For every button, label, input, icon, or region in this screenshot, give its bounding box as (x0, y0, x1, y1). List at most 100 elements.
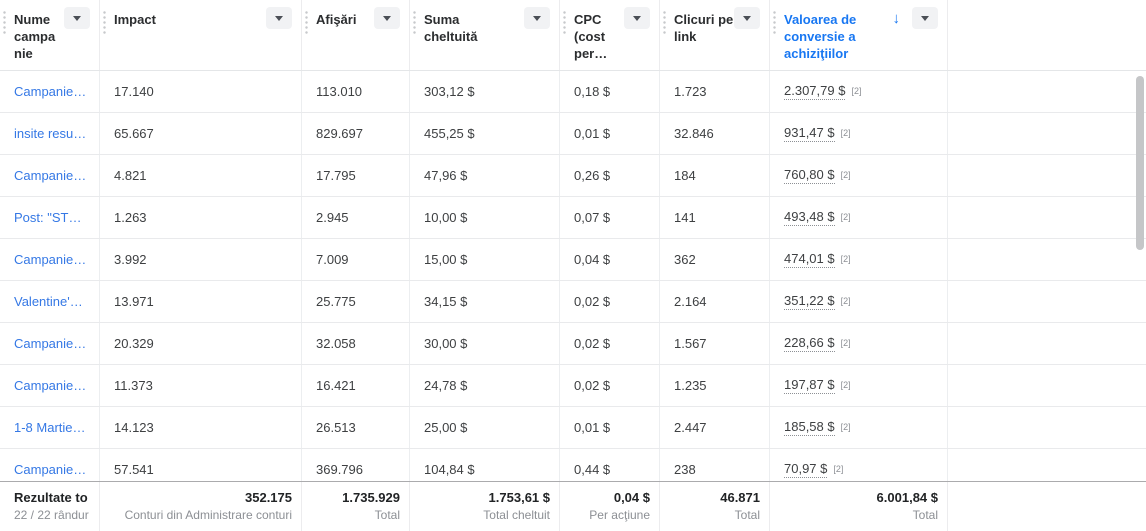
cell-valoare: 2.307,79 $ [2] (770, 71, 948, 112)
cell-suma: 104,84 $ (410, 449, 560, 481)
conversion-value[interactable]: 2.307,79 $ (784, 83, 846, 100)
column-drag-handle-icon[interactable] (773, 10, 776, 34)
conversion-value[interactable]: 228,66 $ (784, 335, 835, 352)
cell-nume: Campanie… (0, 323, 100, 364)
column-header-impact[interactable]: Impact (100, 0, 302, 70)
vertical-scrollbar-thumb[interactable] (1136, 76, 1144, 250)
cell-cpc: 0,02 $ (560, 323, 660, 364)
cell-cpc: 0,07 $ (560, 197, 660, 238)
totals-cell-impact: 352.175 Conturi din Administrare conturi (100, 482, 302, 531)
totals-cell-results: Rezultate to 22 / 22 rândur (0, 482, 100, 531)
campaign-name-link[interactable]: Campanie… (14, 336, 87, 351)
column-menu-button[interactable] (524, 7, 550, 29)
cell-valoare: 228,66 $ [2] (770, 323, 948, 364)
cell-valoare: 931,47 $ [2] (770, 113, 948, 154)
conversion-value[interactable]: 351,22 $ (784, 293, 835, 310)
campaign-name-link[interactable]: Campanie… (14, 378, 87, 393)
conversion-value[interactable]: 197,87 $ (784, 377, 835, 394)
cell-impact: 3.992 (100, 239, 302, 280)
column-menu-button[interactable] (734, 7, 760, 29)
column-drag-handle-icon[interactable] (663, 10, 666, 34)
cell-afisari: 2.945 (302, 197, 410, 238)
column-menu-button[interactable] (374, 7, 400, 29)
cell-cpc: 0,26 $ (560, 155, 660, 196)
column-header-nume-campanie[interactable]: Nume campanie (0, 0, 100, 70)
cell-clicuri: 32.846 (660, 113, 770, 154)
conversion-value[interactable]: 493,48 $ (784, 209, 835, 226)
column-menu-button[interactable] (266, 7, 292, 29)
cell-empty (948, 155, 1146, 196)
footnote-marker: [2] (840, 253, 851, 264)
conversion-value[interactable]: 760,80 $ (784, 167, 835, 184)
totals-cell-afisari: 1.735.929 Total (302, 482, 410, 531)
conversion-value[interactable]: 185,58 $ (784, 419, 835, 436)
column-drag-handle-icon[interactable] (3, 10, 6, 34)
cell-afisari: 7.009 (302, 239, 410, 280)
column-drag-handle-icon[interactable] (103, 10, 106, 34)
column-header-label: Afişări (316, 12, 357, 27)
caret-down-icon (275, 15, 283, 21)
total-label: Total cheltuit (483, 508, 550, 522)
footnote-marker: [2] (840, 169, 851, 180)
cell-empty (948, 449, 1146, 481)
cell-nume: 1-8 Martie… (0, 407, 100, 448)
conversion-value[interactable]: 70,97 $ (784, 461, 828, 478)
cell-impact: 11.373 (100, 365, 302, 406)
cell-nume: Campanie… (0, 155, 100, 196)
cell-cpc: 0,01 $ (560, 407, 660, 448)
footnote-marker: [2] (833, 463, 844, 474)
column-header-cpc[interactable]: CPC (cost per… (560, 0, 660, 70)
campaign-name-link[interactable]: 1-8 Martie… (14, 420, 86, 435)
cell-impact: 13.971 (100, 281, 302, 322)
total-value: 0,04 $ (613, 490, 650, 505)
campaign-name-link[interactable]: Campanie… (14, 462, 87, 477)
footnote-marker: [2] (851, 85, 862, 96)
cell-suma: 303,12 $ (410, 71, 560, 112)
cell-cpc: 0,04 $ (560, 239, 660, 280)
column-menu-button[interactable] (912, 7, 938, 29)
caret-down-icon (383, 15, 391, 21)
cell-clicuri: 238 (660, 449, 770, 481)
column-header-valoarea-conversie[interactable]: Valoarea de conversie a achiziţiilor ↓ (770, 0, 948, 70)
column-header-suma-cheltuita[interactable]: Suma cheltuită (410, 0, 560, 70)
cell-nume: insite resu… (0, 113, 100, 154)
cell-valoare: 351,22 $ [2] (770, 281, 948, 322)
cell-cpc: 0,44 $ (560, 449, 660, 481)
cell-suma: 47,96 $ (410, 155, 560, 196)
cell-impact: 14.123 (100, 407, 302, 448)
cell-cpc: 0,02 $ (560, 365, 660, 406)
table-row: insite resu… 65.667 829.697 455,25 $0,01 $3… (0, 113, 1146, 155)
cell-clicuri: 362 (660, 239, 770, 280)
conversion-value[interactable]: 931,47 $ (784, 125, 835, 142)
campaign-name-link[interactable]: Post: "ST… (14, 210, 82, 225)
campaign-name-link[interactable]: Campanie… (14, 84, 87, 99)
totals-cell-empty (948, 482, 1146, 531)
cell-cpc: 0,18 $ (560, 71, 660, 112)
table-header-row: Nume campanie Impact Afişări Suma cheltu… (0, 0, 1146, 71)
table-row: Campanie… 57.541 369.796 104,84 $0,44 $238 7… (0, 449, 1146, 481)
column-drag-handle-icon[interactable] (413, 10, 416, 34)
campaign-name-link[interactable]: Valentine'… (14, 294, 83, 309)
total-value: 46.871 (720, 490, 760, 505)
column-menu-button[interactable] (624, 7, 650, 29)
column-header-afisari[interactable]: Afişări (302, 0, 410, 70)
column-header-clicuri-pe-link[interactable]: Clicuri pe link (660, 0, 770, 70)
footnote-marker: [2] (840, 421, 851, 432)
campaign-name-link[interactable]: Campanie… (14, 252, 87, 267)
column-drag-handle-icon[interactable] (563, 10, 566, 34)
column-header-label: Impact (114, 12, 156, 27)
cell-suma: 24,78 $ (410, 365, 560, 406)
column-drag-handle-icon[interactable] (305, 10, 308, 34)
cell-afisari: 17.795 (302, 155, 410, 196)
cell-impact: 20.329 (100, 323, 302, 364)
table-row: Campanie… 17.140 113.010 303,12 $0,18 $1.72… (0, 71, 1146, 113)
totals-cell-valoare: 6.001,84 $ Total (770, 482, 948, 531)
campaign-name-link[interactable]: insite resu… (14, 126, 87, 141)
campaign-name-link[interactable]: Campanie… (14, 168, 87, 183)
cell-suma: 10,00 $ (410, 197, 560, 238)
conversion-value[interactable]: 474,01 $ (784, 251, 835, 268)
column-menu-button[interactable] (64, 7, 90, 29)
sort-descending-icon[interactable]: ↓ (892, 10, 901, 27)
cell-nume: Valentine'… (0, 281, 100, 322)
cell-nume: Post: "ST… (0, 197, 100, 238)
